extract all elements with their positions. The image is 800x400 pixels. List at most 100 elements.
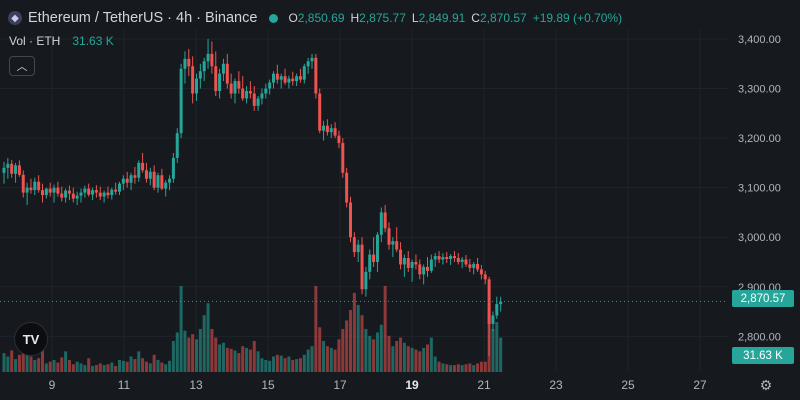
candle-body [52,187,56,193]
last-price-label: 2,870.57 [732,290,794,307]
candle-body [102,192,106,197]
candle-body [445,257,449,260]
candle [164,180,168,197]
tradingview-logo[interactable]: TV [14,322,48,356]
volume-legend: Vol · ETH 31.63 K [9,34,114,48]
volume-bar [6,356,10,372]
volume-bar [195,339,198,372]
volume-bar [87,358,91,372]
candle [21,170,25,198]
candle [272,71,275,89]
candle [341,138,345,178]
volume-bar [252,341,256,372]
candle-body [64,190,68,198]
volume-bar [183,330,187,372]
volume-bars [2,286,503,372]
x-tick-label: 27 [693,378,707,392]
candle [291,71,295,86]
candle-body [329,128,333,133]
candle-body [114,189,118,192]
volume-bar [314,286,318,372]
volume-bar [141,358,145,372]
candle-body [441,257,445,260]
candle-body [322,125,326,131]
x-tick-label: 25 [621,378,635,392]
candle-body [429,259,433,271]
candle-body [418,264,422,275]
volume-bar [67,359,71,372]
candle [129,172,133,191]
candle [356,239,360,262]
candle [191,56,195,104]
candle-body [83,188,87,193]
candle [476,258,480,272]
candle-body [187,58,191,67]
volume-bar [329,347,333,372]
candle [202,57,206,82]
candle-body [148,171,152,179]
candle [6,157,10,179]
volume-bar [191,334,195,372]
candle [67,185,71,201]
candle-body [71,193,75,199]
candle [141,152,145,173]
candle-body [245,91,249,99]
candle [345,167,349,208]
volume-bar [229,348,233,372]
volume-bar [325,346,329,372]
candle [275,64,279,84]
candle [214,51,218,96]
candle [395,227,399,253]
candle [325,119,329,136]
volume-bar [491,329,495,372]
gear-icon[interactable]: ⚙ [759,376,773,393]
candle [302,63,306,84]
candle [60,186,64,202]
candle-body [168,178,172,183]
candle [298,68,302,83]
candle [260,88,264,105]
x-tick-label: 9 [49,378,56,392]
candle-body [214,66,218,92]
candle [137,160,141,182]
candle-body [310,57,314,62]
volume-bar [360,315,364,372]
candle [337,130,341,149]
candle-body [195,78,198,94]
candle [402,254,406,277]
candle [399,242,403,270]
candle-body [241,88,245,99]
collapse-legend-button[interactable]: ︿ [9,56,35,76]
volume-bar [133,359,137,372]
volume-bar [17,354,21,372]
volume-bar [391,346,395,372]
candle [87,183,91,197]
x-tick-label: 21 [477,378,491,392]
volume-bar [291,359,295,372]
volume-bar [202,315,206,372]
candle-body [287,78,291,83]
candle [29,178,33,194]
candle [241,76,245,101]
volume-bar [452,365,456,372]
x-tick-label: 15 [261,378,275,392]
volume-bar [402,342,406,372]
candle-body [56,187,60,194]
candle [329,124,333,139]
y-tick-label: 3,100.00 [738,183,781,195]
candle-body [275,73,279,80]
symbol-title[interactable]: Ethereum / TetherUS · 4h · Binance [28,10,258,26]
volume-bar [110,362,114,372]
candle-body [460,259,464,262]
volume-bar [56,362,60,372]
candle [364,266,368,297]
candle-body [341,143,345,173]
volume-bar [472,365,476,372]
volume-bar [464,364,468,372]
volume-bar [333,349,337,372]
volume-bar [310,346,314,372]
candle-body [368,254,372,272]
volume-bar [64,351,68,372]
